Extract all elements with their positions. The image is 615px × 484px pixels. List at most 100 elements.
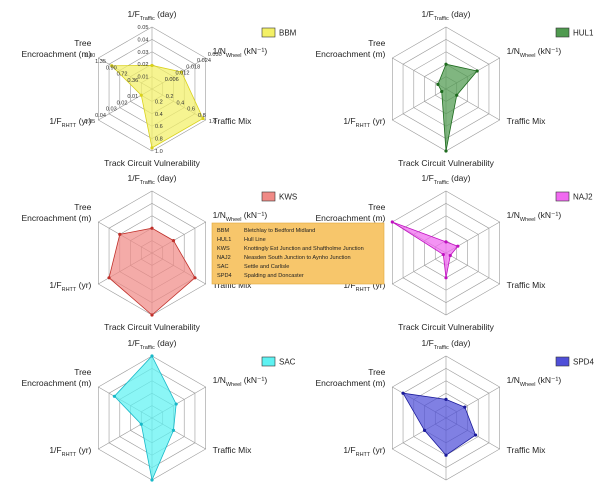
radar-panel-spd4: 1/FTraffic (day)1/NWheel (kN⁻¹)Traffic M… [315,338,594,481]
tick-label: 0.05 [138,25,149,31]
axis-label-sub: RHTT [356,287,371,293]
axis-label: 1/FRHTT (yr) [343,280,385,293]
axis-label-main: 1/F [343,280,355,290]
axis-label-main: 1/N [213,210,226,220]
axis-label-sub: Wheel [520,217,536,223]
axis-label-sub: Traffic [140,345,155,351]
axis-label-main: Tree [368,367,385,377]
axis-label-main: 1/F [343,445,355,455]
axis-label-sub: Traffic [434,180,449,186]
legend-swatch [261,356,276,367]
axis-label-line2: Encroachment (m) [315,213,385,223]
axis-label-main: Track Circuit Vulnerability [398,158,494,168]
axis-label-main: Tree [368,38,385,48]
tick-label: 0.4 [155,112,163,118]
axis-label: 1/FTraffic (day) [422,338,471,351]
axis-label-main: 1/F [128,173,140,183]
data-point [139,422,143,426]
axis-label-tail: (yr) [370,445,385,455]
key-name: Settle and Carlisle [244,264,289,270]
axis-label-sub: RHTT [356,452,371,458]
tick-label: 0.90 [106,65,117,71]
tick-label: 0.6 [187,107,195,113]
data-point [150,313,154,317]
axis-spoke [392,88,447,121]
key-code: SPD4 [217,273,232,279]
data-point [193,276,197,280]
axis-spoke [392,252,447,285]
tick-label: 0.4 [176,100,184,106]
data-point [201,116,205,121]
tick-label: 0.030 [208,52,222,58]
axis-label-main: 1/F [49,280,61,290]
radar-panel-bbm: 0.010.020.030.040.050.0060.0120.0180.024… [21,9,296,168]
key-background [211,222,385,285]
axis-label-tail: (yr) [76,445,91,455]
axis-label: 1/FTraffic (day) [422,173,471,186]
axis-label: Traffic Mix [507,116,546,126]
axis-label-main: Traffic Mix [507,116,546,126]
axis-label: Track Circuit Vulnerability [104,158,200,168]
legend-swatch [555,27,570,38]
series-area [113,355,177,482]
data-point [179,70,184,74]
axis-label: Traffic Mix [507,445,546,455]
data-point [112,394,117,398]
data-point [150,63,154,68]
key-name: Hull Line [244,237,266,243]
legend-swatch [555,356,570,367]
data-point [150,146,154,150]
data-point [174,402,178,406]
axis-label-main: 1/F [422,173,434,183]
tick-label: 0.018 [186,64,200,70]
axis-label: 1/FTraffic (day) [422,9,471,22]
axis-label: Traffic Mix [507,280,546,290]
series-area [392,221,459,278]
data-point [463,405,467,409]
axis-label-main: Track Circuit Vulnerability [104,322,200,332]
axis-label: Track Circuit Vulnerability [398,158,494,168]
key-code: NAJ2 [217,255,231,261]
legend-swatch [555,191,570,202]
data-point [422,428,427,432]
axis-label: 1/NWheel (kN⁻¹) [507,210,562,223]
data-point [118,232,122,236]
data-point [171,428,176,432]
axis-label: Track Circuit Vulnerability [398,322,494,332]
data-point [440,89,444,94]
data-point [171,239,176,243]
axis-label: 1/FRHTT (yr) [49,445,91,458]
axis-label-tail: (kN⁻¹) [241,210,267,220]
axis-label-main: Traffic Mix [507,280,546,290]
axis-label-main: Tree [368,202,385,212]
data-point [475,69,479,73]
axis-label-sub: RHTT [62,287,77,293]
legend-label: KWS [279,193,297,202]
key-code: BBM [217,228,229,234]
tick-label: 0.8 [155,137,163,143]
legend-label: BBM [279,29,297,38]
axis-label-sub: Wheel [520,53,536,59]
data-point [456,244,460,248]
key-code: KWS [217,246,230,252]
radar-panel-hul1: 1/FTraffic (day)1/NWheel (kN⁻¹)Traffic M… [315,9,594,168]
data-point [150,226,154,230]
data-point [150,478,154,482]
tick-label: 0.2 [155,99,163,105]
axis-label-main: Track Circuit Vulnerability [398,322,494,332]
key-name: Knottingly Est Junction and Shaftholme J… [244,246,364,252]
data-point [107,276,111,280]
axis-label: Traffic Mix [213,116,252,126]
legend-label: SAC [279,358,296,367]
tick-label: 1.35 [95,59,106,65]
axis-label-sub: RHTT [62,452,77,458]
data-point [444,453,448,457]
axis-label-main: Traffic Mix [507,445,546,455]
axis-label-main: Tree [74,38,91,48]
axis-label-sub: Wheel [520,382,536,388]
data-point [150,354,154,358]
axis-label-tail: (kN⁻¹) [535,210,561,220]
axis-label: 1/NWheel (kN⁻¹) [213,46,268,59]
key-name: Spalding and Doncaster [244,273,304,279]
legend-swatch [261,191,276,202]
